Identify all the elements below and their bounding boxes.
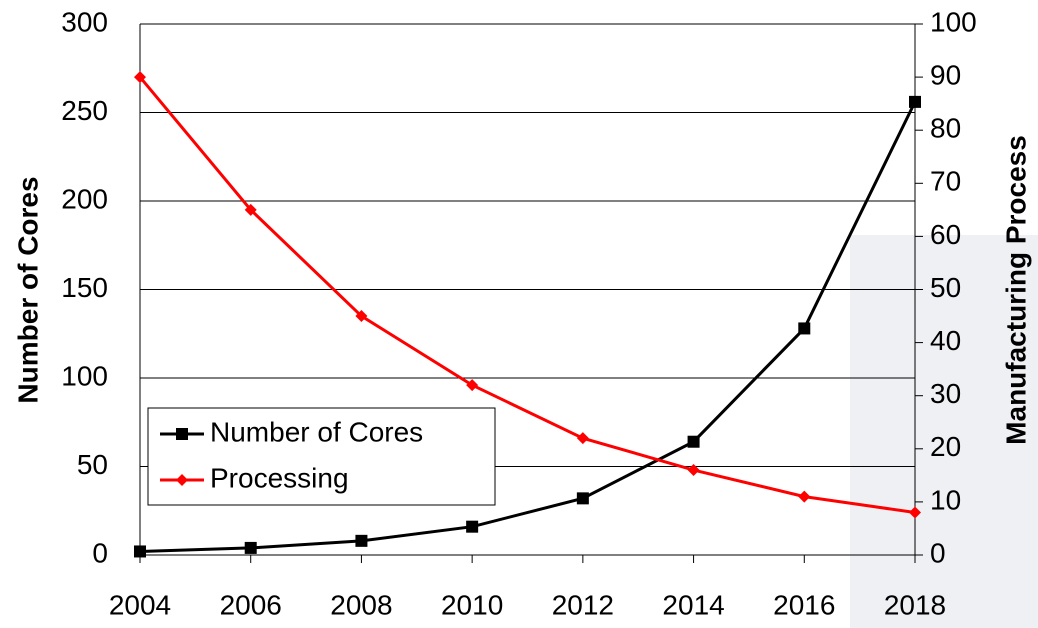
- y2-tick-label: 30: [930, 378, 961, 409]
- line: [139, 101, 917, 553]
- y-tick-label: 300: [61, 6, 108, 37]
- x-tick-label: 2008: [330, 589, 392, 620]
- marker: [176, 474, 188, 486]
- marker: [466, 379, 479, 392]
- marker: [798, 490, 811, 503]
- y-tick-label: 200: [61, 183, 108, 214]
- marker: [355, 534, 368, 547]
- y-tick-label: 150: [61, 272, 108, 303]
- x-tick-label: 2018: [884, 589, 946, 620]
- legend-label: Processing: [210, 462, 349, 493]
- x-tick-label: 2004: [109, 589, 171, 620]
- y-tick-label: 50: [77, 449, 108, 480]
- x-tick-label: 2010: [441, 589, 503, 620]
- marker: [466, 520, 479, 533]
- background-image: [850, 235, 1038, 628]
- y-tick-label: 100: [61, 360, 108, 391]
- marker: [909, 506, 921, 519]
- marker: [687, 464, 700, 477]
- marker: [134, 545, 146, 558]
- y-axis-title: Number of Cores: [12, 176, 43, 403]
- y2-tick-label: 0: [930, 537, 946, 568]
- marker: [576, 492, 589, 505]
- legend-box: [147, 407, 496, 506]
- y2-tick-label: 90: [930, 59, 961, 90]
- legend-label: Number of Cores: [210, 416, 423, 447]
- marker: [576, 432, 589, 445]
- x-tick-label: 2006: [220, 589, 282, 620]
- x-tick-label: 2016: [773, 589, 835, 620]
- marker: [355, 310, 368, 323]
- marker: [798, 322, 811, 335]
- marker: [244, 203, 257, 216]
- y2-tick-label: 10: [930, 484, 961, 515]
- marker: [687, 435, 700, 448]
- y2-axis-title: Manufacturing Process: [1000, 135, 1031, 445]
- y2-tick-label: 50: [930, 272, 961, 303]
- marker: [909, 95, 921, 108]
- y2-tick-label: 40: [930, 325, 961, 356]
- y-tick-label: 250: [61, 95, 108, 126]
- legend: Number of Cores Processing: [147, 407, 496, 506]
- y2-tick-label: 100: [930, 6, 977, 37]
- line: [138, 76, 916, 515]
- marker: [176, 428, 188, 440]
- marker: [134, 71, 146, 84]
- y2-tick-label: 70: [930, 166, 961, 197]
- y2-tick-label: 80: [930, 113, 961, 144]
- x-tick-label: 2012: [552, 589, 614, 620]
- x-tick-label: 2014: [662, 589, 724, 620]
- y-tick-label: 0: [92, 537, 108, 568]
- y2-tick-label: 60: [930, 219, 961, 250]
- y2-tick-label: 20: [930, 431, 961, 462]
- marker: [244, 541, 257, 554]
